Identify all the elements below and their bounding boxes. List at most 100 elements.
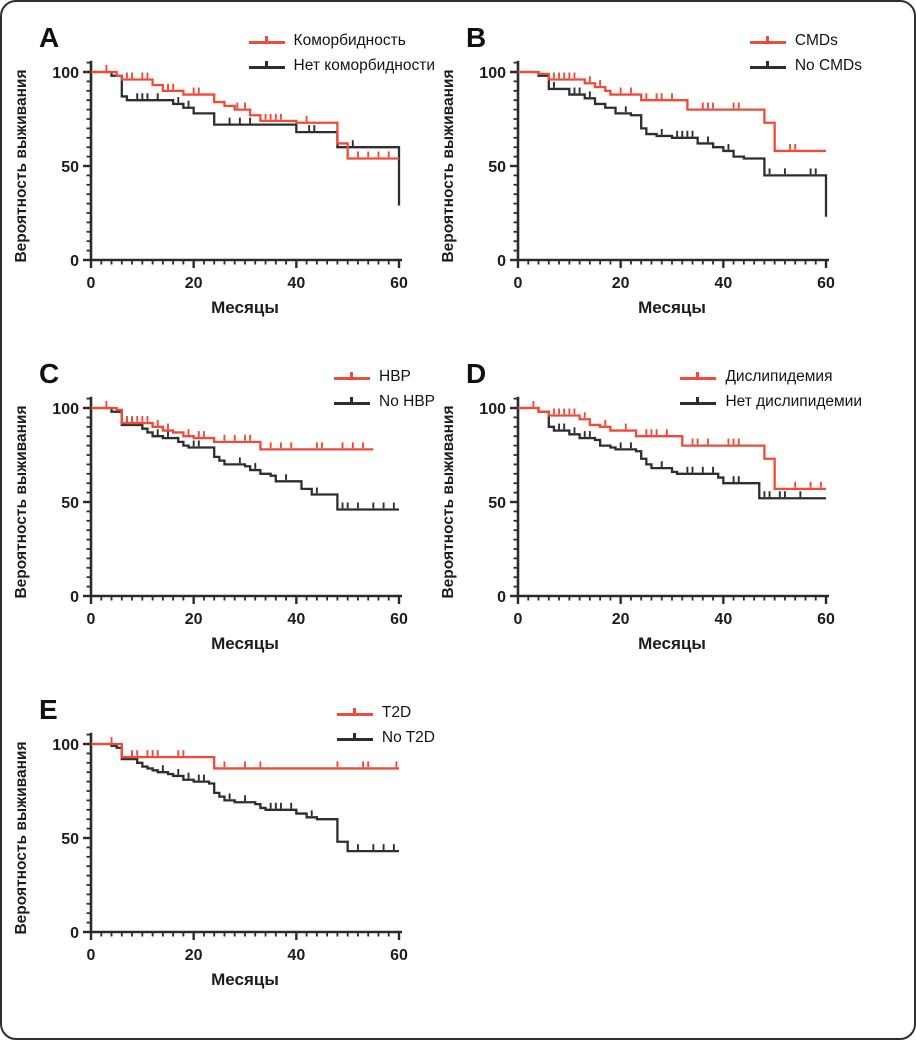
panel-b: B 0 50 100 0 20 40 60 CMDs No CMDs Вероятность… <box>440 16 884 350</box>
y-tick-label: 50 <box>488 159 506 176</box>
survival-curve <box>518 401 826 490</box>
survival-curve <box>91 401 374 451</box>
x-axis-title: Месяцы <box>638 634 706 653</box>
x-axis-title: Месяцы <box>211 298 279 317</box>
y-tick-label: 0 <box>70 253 79 270</box>
km-censor-line-icon <box>248 60 285 72</box>
x-tick-label: 40 <box>714 275 732 292</box>
km-censor-line-icon <box>248 35 285 47</box>
legend-item: Нет коморбидности <box>248 57 435 75</box>
km-chart-b: 0 50 100 0 20 40 60 <box>454 16 884 350</box>
x-tick-label: 40 <box>287 947 305 964</box>
x-tick-label: 40 <box>287 611 305 628</box>
survival-curve <box>91 406 399 511</box>
axes: 0 50 100 0 20 40 60 <box>52 732 408 964</box>
km-chart-c: 0 50 100 0 20 40 60 <box>27 352 457 686</box>
legend-label: T2D <box>381 704 412 721</box>
x-axis-title: Месяцы <box>638 298 706 317</box>
legend: Дислипидемия Нет дислипидемии <box>680 368 862 411</box>
legend-item: No CMDs <box>749 57 862 75</box>
km-plot-svg: 0 50 100 0 20 40 60 <box>52 396 408 628</box>
km-censor-line-icon <box>334 396 370 408</box>
y-tick-label: 0 <box>70 589 79 606</box>
legend-label: Нет коморбидности <box>293 57 435 74</box>
x-tick-label: 0 <box>87 275 96 292</box>
x-tick-label: 0 <box>514 275 523 292</box>
y-tick-label: 100 <box>52 65 79 82</box>
y-tick-label: 50 <box>61 159 79 176</box>
km-plot-svg: 0 50 100 0 20 40 60 <box>52 60 408 292</box>
km-censor-line-icon <box>334 371 370 383</box>
y-axis-title: Вероятность выживания <box>440 69 457 263</box>
survival-curve <box>518 406 826 500</box>
km-chart-e: 0 50 100 0 20 40 60 <box>27 688 457 1022</box>
x-tick-label: 20 <box>185 611 203 628</box>
km-censor-line-icon <box>749 35 786 47</box>
y-tick-label: 100 <box>479 65 506 82</box>
y-tick-label: 100 <box>52 401 79 418</box>
survival-curve <box>91 742 399 853</box>
x-tick-label: 60 <box>817 275 835 292</box>
x-tick-label: 20 <box>185 947 203 964</box>
survival-curve <box>518 70 828 217</box>
legend-item: HBP <box>334 368 411 386</box>
x-tick-label: 20 <box>612 275 630 292</box>
y-tick-label: 0 <box>70 925 79 942</box>
km-censor-line-icon <box>336 732 373 744</box>
x-tick-label: 60 <box>390 947 408 964</box>
legend-label: No HBP <box>379 393 435 410</box>
axes: 0 50 100 0 20 40 60 <box>52 60 408 292</box>
legend-label: No CMDs <box>794 57 862 74</box>
x-tick-label: 40 <box>714 611 732 628</box>
legend: Коморбидность Нет коморбидности <box>248 32 435 75</box>
legend-item: T2D <box>336 704 412 722</box>
panel-label: E <box>39 694 58 725</box>
survival-curve <box>91 65 399 160</box>
axes: 0 50 100 0 20 40 60 <box>479 396 835 628</box>
legend-label: Коморбидность <box>293 32 406 49</box>
km-plot-svg: 0 50 100 0 20 40 60 <box>479 396 835 628</box>
legend-label: CMDs <box>794 32 838 49</box>
panel-a: A 0 50 100 0 20 40 60 Коморбидность Нет коморб… <box>13 16 457 350</box>
legend-item: No T2D <box>336 729 435 747</box>
km-censor-line-icon <box>680 396 717 408</box>
panel-label: D <box>466 358 487 389</box>
y-axis-title: Вероятность выживания <box>440 405 457 599</box>
y-axis-title: Вероятность выживания <box>13 405 30 599</box>
survival-curve <box>518 70 826 153</box>
x-tick-label: 60 <box>390 611 408 628</box>
y-tick-label: 100 <box>52 737 79 754</box>
y-tick-label: 50 <box>61 495 79 512</box>
legend: HBP No HBP <box>334 368 435 411</box>
legend-label: Нет дислипидемии <box>725 393 862 410</box>
km-plot-svg: 0 50 100 0 20 40 60 <box>52 732 408 964</box>
km-censor-line-icon <box>336 707 373 719</box>
panel-label: A <box>39 22 60 53</box>
legend-item: Нет дислипидемии <box>680 393 862 411</box>
legend-label: No T2D <box>381 729 435 746</box>
y-tick-label: 50 <box>61 831 79 848</box>
y-axis-title: Вероятность выживания <box>13 69 30 263</box>
y-tick-label: 50 <box>488 495 506 512</box>
x-tick-label: 60 <box>817 611 835 628</box>
km-plot-svg: 0 50 100 0 20 40 60 <box>479 60 835 292</box>
km-chart-a: 0 50 100 0 20 40 60 <box>27 16 457 350</box>
panel-label: B <box>466 22 487 53</box>
panel-label: C <box>39 358 60 389</box>
survival-curve <box>91 70 401 206</box>
axes: 0 50 100 0 20 40 60 <box>479 60 835 292</box>
x-tick-label: 60 <box>390 275 408 292</box>
y-tick-label: 0 <box>497 253 506 270</box>
legend: CMDs No CMDs <box>749 32 862 75</box>
x-axis-title: Месяцы <box>211 634 279 653</box>
legend-item: No HBP <box>334 393 435 411</box>
x-tick-label: 0 <box>514 611 523 628</box>
y-tick-label: 0 <box>497 589 506 606</box>
panel-c: C 0 50 100 0 20 40 60 HBP No HBP Вероятность в… <box>13 352 457 686</box>
legend-label: HBP <box>379 368 411 385</box>
km-censor-line-icon <box>680 371 717 383</box>
km-censor-line-icon <box>749 60 786 72</box>
x-tick-label: 20 <box>185 275 203 292</box>
y-tick-label: 100 <box>479 401 506 418</box>
